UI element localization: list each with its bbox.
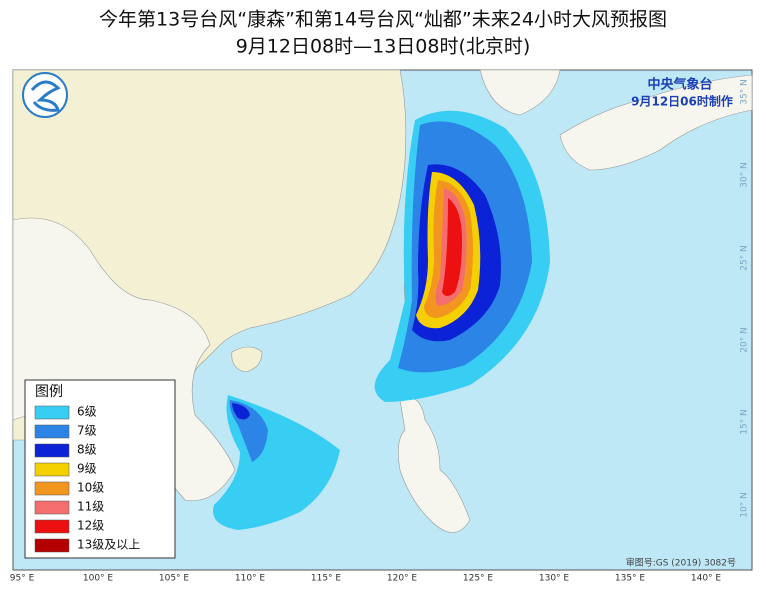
longitude-label: 105° E xyxy=(159,574,190,584)
wind-zone xyxy=(232,403,250,420)
longitude-label: 95° E xyxy=(10,574,35,584)
agency-name: 中央气象台 xyxy=(647,77,712,93)
legend-swatch xyxy=(34,405,70,420)
copyright: 审图号:GS (2019) 3082号 xyxy=(626,557,736,569)
longitude-label: 110° E xyxy=(235,574,266,584)
longitude-label: 135° E xyxy=(615,574,646,584)
land-korea xyxy=(479,69,561,116)
latitude-label: 10° N xyxy=(740,492,750,518)
legend-label: 7级 xyxy=(77,424,97,438)
legend-label: 6级 xyxy=(77,405,97,419)
wind-zones xyxy=(213,110,550,530)
wind-zone xyxy=(442,198,462,296)
legend-label: 11级 xyxy=(77,500,104,514)
legend: 图例 6级 7级 8级 9级 10级 11级 12级 13级及以上 xyxy=(24,379,176,559)
longitude-label: 130° E xyxy=(539,574,570,584)
subtitle: 9月12日08时—13日08时(北京时) xyxy=(236,36,531,58)
legend-label: 9级 xyxy=(77,462,97,476)
legend-label: 10级 xyxy=(77,481,104,495)
longitude-label: 100° E xyxy=(83,574,114,584)
latitude-label: 25° N xyxy=(740,245,750,271)
logo-swirl xyxy=(30,80,61,112)
title: 今年第13号台风“康森”和第14号台风“灿都”未来24小时大风预报图 xyxy=(99,9,667,31)
legend-swatch xyxy=(34,500,70,515)
latitude-label: 35° N xyxy=(740,79,750,105)
legend-swatch xyxy=(34,462,70,477)
latitude-label: 30° N xyxy=(740,162,750,188)
land-hainan xyxy=(231,346,263,373)
land-philippines xyxy=(398,397,471,533)
longitude-label: 140° E xyxy=(691,574,722,584)
legend-swatch xyxy=(34,443,70,458)
latitude-label: 20° N xyxy=(740,327,750,353)
land-japan xyxy=(559,74,753,171)
latitude-label: 15° N xyxy=(740,409,750,435)
legend-swatch xyxy=(34,424,70,439)
legend-swatch xyxy=(34,481,70,496)
legend-label: 8级 xyxy=(77,443,97,457)
legend-label: 12级 xyxy=(77,519,104,533)
legend-title: 图例 xyxy=(35,384,63,400)
logo xyxy=(22,72,68,118)
longitude-label: 125° E xyxy=(463,574,494,584)
longitude-label: 115° E xyxy=(311,574,342,584)
legend-swatch xyxy=(34,519,70,534)
legend-label: 13级及以上 xyxy=(77,538,140,552)
issued-time: 9月12日06时制作 xyxy=(631,94,733,109)
longitude-label: 120° E xyxy=(387,574,418,584)
legend-swatch xyxy=(34,538,70,553)
